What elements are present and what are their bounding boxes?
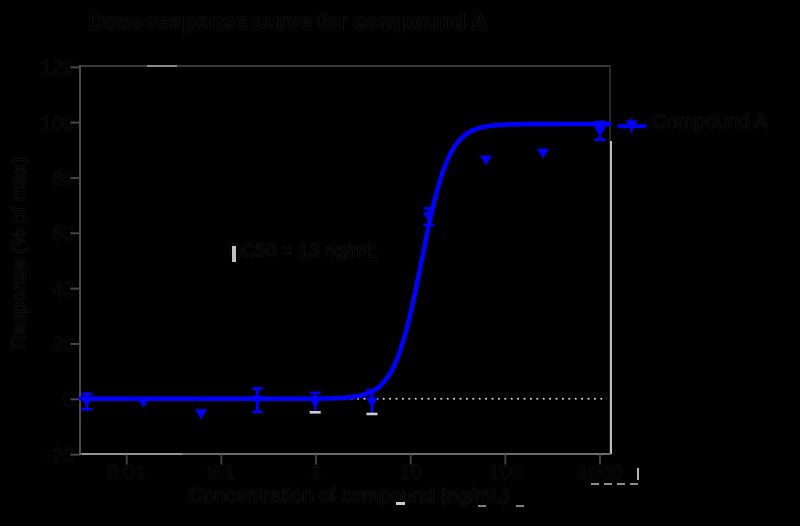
legend-key-triangle-down-icon <box>625 120 638 130</box>
ghost-fragment <box>478 505 486 507</box>
frame-left <box>79 65 81 455</box>
frame-right-highlight <box>610 141 612 454</box>
data-point-triangle-down-icon <box>80 397 93 408</box>
y-tick-label: 120 <box>40 57 74 80</box>
y-tick-label: 60 <box>51 223 74 246</box>
y-tick-label: 40 <box>51 278 74 301</box>
y-tick-label: 80 <box>51 167 74 190</box>
x-tick-label: 1000 <box>577 462 623 484</box>
data-point-triangle-down-icon <box>594 126 606 137</box>
data-point-triangle-down-icon <box>480 155 493 166</box>
data-point-triangle-down-icon <box>309 398 322 409</box>
data-point-triangle-down-icon <box>138 399 149 408</box>
data-point-triangle-down-icon <box>537 148 550 159</box>
ghost-fragment <box>617 483 625 485</box>
y-tick-label: 0 <box>62 389 74 412</box>
ghost-fragment <box>630 483 638 485</box>
legend-label: Compound A <box>652 111 768 133</box>
frame-bottom-highlight <box>82 453 182 455</box>
ghost-fragment <box>396 502 405 505</box>
frame-top <box>79 65 611 67</box>
y-tick-label: 100 <box>40 112 74 135</box>
x-tick-label: 100 <box>488 462 523 484</box>
chart-title: Dose-response curve for compound A <box>88 9 487 34</box>
x-tick-label: 10 <box>399 462 422 484</box>
ghost-fragment <box>591 483 599 485</box>
y-tick-label: 20 <box>51 333 74 356</box>
data-point-triangle-down-icon <box>365 397 378 408</box>
data-point-triangle-down-icon <box>195 409 208 420</box>
x-tick-label: 0.01 <box>107 462 147 484</box>
ec50-annotation: EC50 = 13 ng/mL <box>229 241 378 262</box>
ghost-fragment <box>604 483 612 485</box>
x-tick-label: 0.1 <box>207 462 236 484</box>
data-point-triangle-down-icon <box>422 212 435 223</box>
frame-bottom <box>79 453 611 455</box>
fit-curve <box>78 121 612 401</box>
ghost-fragment <box>232 246 236 262</box>
x-tick-label: 1 <box>310 462 322 484</box>
data-point-triangle-down-icon <box>251 395 264 406</box>
ghost-fragment <box>637 468 639 480</box>
x-axis-label: Concentration of compound (ng/mL) <box>188 485 510 507</box>
frame-top-highlight <box>147 65 177 67</box>
ghost-fragment <box>516 505 524 507</box>
y-tick-label: -20 <box>45 444 74 467</box>
